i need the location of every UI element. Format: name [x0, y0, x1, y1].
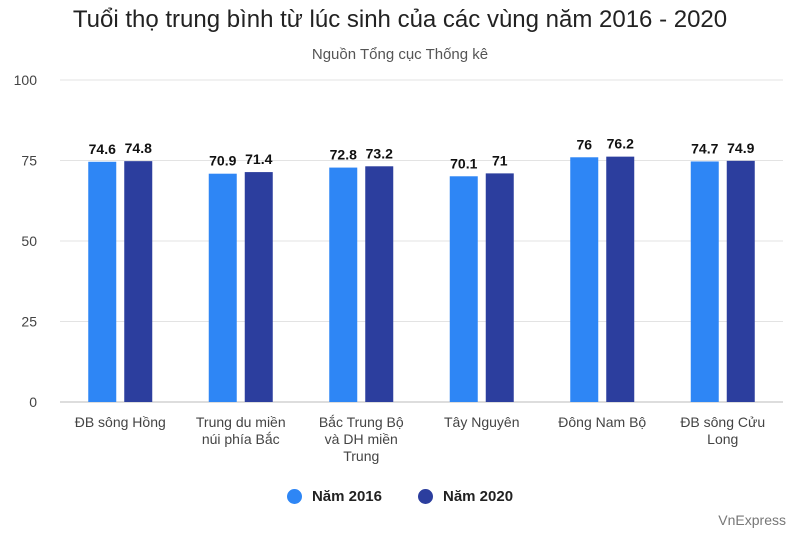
data-label-2-0: 72.8	[330, 147, 357, 163]
y-tick-label-0: 0	[29, 394, 37, 410]
bar-3-0	[449, 176, 478, 402]
chart-subtitle: Nguồn Tổng cục Thống kê	[311, 46, 489, 63]
data-label-0-1: 74.8	[125, 140, 152, 156]
x-tick-label-5-0: ĐB sông Cửu	[680, 414, 765, 430]
x-tick-label-4-0: Đông Nam Bộ	[558, 414, 646, 430]
x-tick-label-2-1: và DH miền	[325, 431, 398, 447]
x-tick-label-1-0: Trung du miền	[196, 414, 286, 430]
legend-label-2016: Năm 2016	[311, 488, 382, 505]
x-tick-label-2-2: Trung	[343, 448, 379, 464]
bar-0-0	[88, 161, 117, 402]
data-label-4-0: 76	[576, 136, 592, 152]
bar-1-1	[244, 172, 273, 402]
data-label-0-0: 74.6	[89, 141, 116, 157]
bar-chart: 0 25 50 75 100 74.6 74.8 ĐB sông Hồng 70.9 71.4 Tr…	[14, 72, 783, 464]
y-tick-label-100: 100	[14, 72, 38, 88]
bar-1-0	[208, 173, 237, 402]
bar-5-0	[690, 161, 719, 402]
data-label-3-1: 71	[492, 152, 508, 168]
source-brand: VnExpress	[718, 512, 786, 528]
bar-4-1	[606, 156, 635, 402]
y-tick-label-25: 25	[21, 314, 37, 330]
x-tick-label-5-1: Long	[707, 431, 738, 447]
bar-0-1	[124, 161, 153, 402]
bar-2-1	[365, 166, 394, 402]
legend-item-2016[interactable]: Năm 2016	[286, 488, 382, 505]
x-tick-label-1-1: núi phía Bắc	[202, 431, 280, 447]
y-tick-label-50: 50	[21, 233, 37, 249]
chart-legend: Năm 2016 Năm 2020	[0, 488, 800, 505]
data-label-2-1: 73.2	[366, 145, 393, 161]
y-tick-label-75: 75	[21, 153, 37, 169]
bar-4-0	[570, 157, 599, 402]
x-tick-label-0-0: ĐB sông Hồng	[75, 414, 166, 430]
bar-5-1	[726, 160, 755, 402]
data-label-4-1: 76.2	[607, 136, 634, 152]
bar-3-1	[485, 173, 514, 402]
data-label-5-1: 74.9	[727, 140, 754, 156]
legend-label-2020: Năm 2020	[443, 488, 514, 505]
bar-2-0	[329, 167, 358, 402]
data-label-1-1: 71.4	[245, 151, 272, 167]
data-label-3-0: 70.1	[450, 155, 477, 171]
chart-title: Tuổi thọ trung bình từ lúc sinh của các …	[72, 6, 728, 33]
legend-swatch-2020	[418, 489, 433, 504]
x-tick-label-2-0: Bắc Trung Bộ	[319, 414, 404, 430]
x-tick-label-3-0: Tây Nguyên	[444, 414, 519, 430]
data-label-1-0: 70.9	[209, 153, 236, 169]
data-label-5-0: 74.7	[691, 140, 718, 156]
legend-item-2020[interactable]: Năm 2020	[418, 488, 513, 505]
legend-swatch-2016	[286, 489, 302, 504]
